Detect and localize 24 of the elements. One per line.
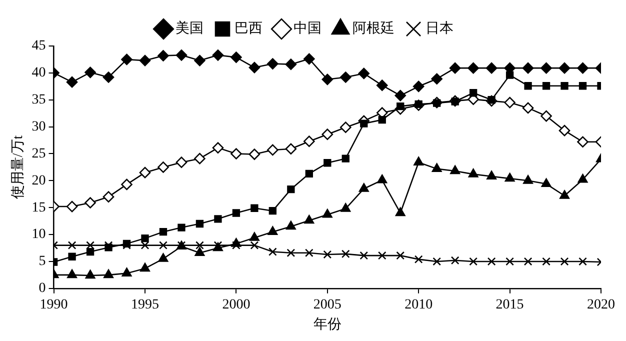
x-axis-title: 年份 [313,316,342,332]
y-tick-label: 10 [32,227,46,242]
legend-label: 日本 [426,20,454,37]
x-tick-label: 1995 [131,297,159,312]
x-tick-label: 2010 [404,297,433,312]
y-tick-label: 0 [38,281,46,296]
y-axis-title: 使用量/万t [10,135,26,200]
x-tick-label: 1990 [40,297,68,312]
y-tick-label: 35 [32,92,46,108]
y-tick-label: 25 [32,146,46,162]
y-tick-label: 30 [32,119,46,134]
x-tick-label: 2015 [496,297,524,312]
legend-label: 美国 [176,20,204,37]
legend-label: 巴西 [234,22,262,37]
y-tick-label: 45 [32,38,46,54]
y-tick-label: 20 [32,173,46,188]
x-tick-label: 2020 [587,297,615,312]
legend-label: 中国 [294,20,322,37]
y-tick-label: 5 [38,254,46,270]
y-tick-label: 15 [32,200,46,216]
x-tick-label: 2005 [313,297,342,312]
x-tick-label: 2000 [222,297,250,312]
y-tick-label: 40 [32,66,46,81]
legend-label: 阿根廷 [352,20,394,37]
